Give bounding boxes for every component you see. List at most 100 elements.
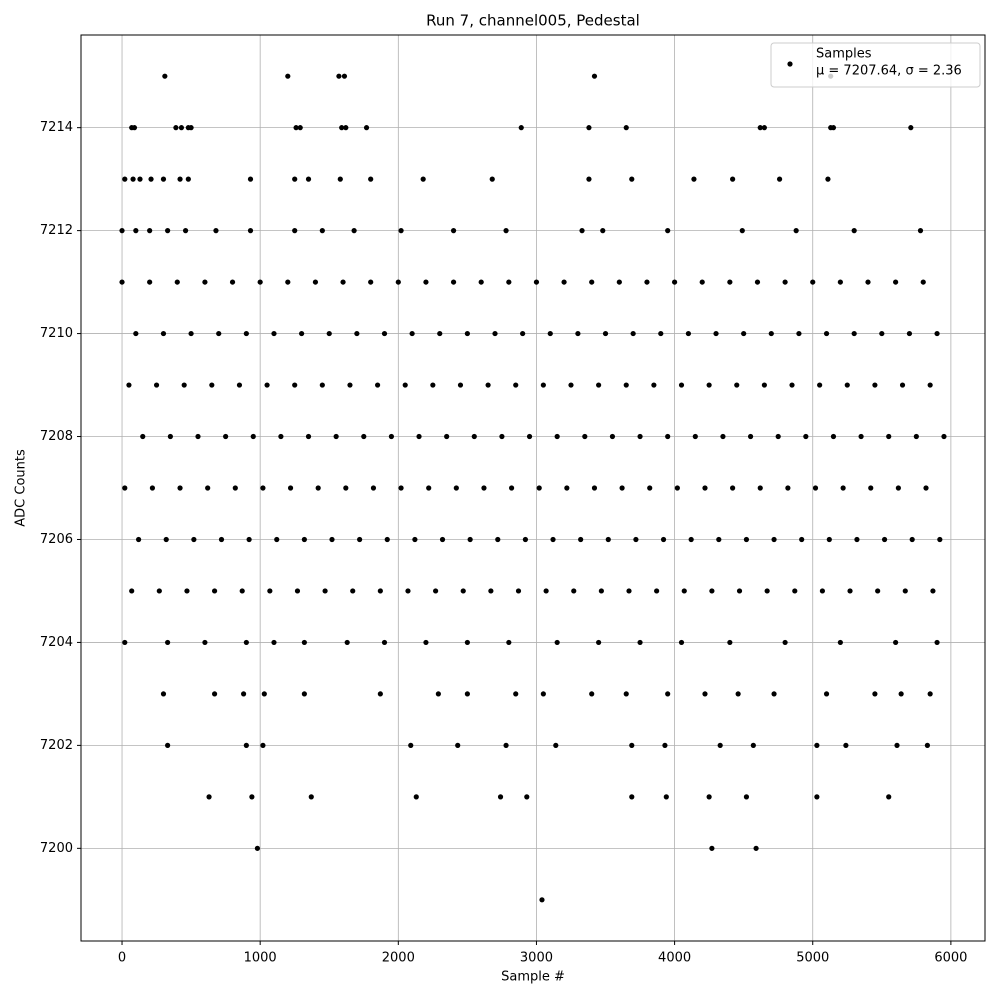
point: [188, 330, 194, 337]
point: [140, 433, 146, 440]
point: [167, 433, 173, 440]
point: [336, 73, 342, 79]
point: [826, 536, 832, 543]
point: [872, 382, 878, 388]
point: [858, 433, 864, 440]
point: [247, 176, 254, 182]
point: [301, 639, 307, 646]
point: [165, 639, 171, 646]
point: [162, 73, 168, 79]
point: [886, 433, 892, 440]
point: [267, 588, 273, 594]
point: [218, 536, 225, 543]
point: [685, 330, 692, 337]
point: [757, 125, 763, 131]
point: [178, 125, 185, 131]
point: [344, 639, 350, 646]
point: [840, 485, 846, 491]
point: [247, 228, 254, 234]
point: [771, 691, 777, 697]
point: [209, 382, 215, 388]
point: [301, 536, 307, 543]
point: [173, 125, 179, 131]
point: [578, 536, 584, 543]
y-tick-label: 7214: [40, 120, 73, 135]
point: [423, 279, 429, 285]
point: [699, 279, 705, 285]
point: [254, 845, 261, 851]
point: [886, 794, 892, 800]
point: [819, 588, 826, 594]
point: [130, 176, 136, 182]
point: [368, 279, 374, 285]
point: [292, 382, 298, 388]
point: [792, 588, 798, 594]
point: [388, 433, 395, 440]
point: [337, 176, 343, 182]
point: [851, 330, 857, 337]
point: [743, 794, 750, 800]
point: [437, 330, 443, 337]
point: [741, 330, 747, 337]
point: [350, 588, 356, 594]
legend: Samples μ = 7207.64, σ = 2.36: [770, 42, 981, 88]
point: [761, 382, 767, 388]
point: [754, 279, 761, 285]
point: [533, 279, 540, 285]
x-tick-label: 6000: [934, 951, 967, 966]
y-tick-label: 7204: [40, 635, 73, 650]
point: [814, 794, 820, 800]
point: [285, 73, 291, 79]
point: [524, 794, 530, 800]
point: [363, 125, 370, 131]
point: [605, 536, 611, 543]
point: [671, 279, 678, 285]
point: [381, 330, 388, 337]
point: [239, 588, 245, 594]
point: [823, 330, 830, 337]
point: [720, 433, 726, 440]
point: [319, 382, 325, 388]
point: [917, 228, 924, 234]
point: [665, 433, 671, 440]
point: [727, 639, 733, 646]
legend-note: μ = 7207.64, σ = 2.36: [816, 64, 962, 79]
point: [297, 125, 303, 131]
point: [229, 279, 236, 285]
point: [662, 742, 668, 748]
point: [865, 279, 871, 285]
point: [133, 228, 139, 234]
point: [796, 330, 802, 337]
point: [174, 279, 180, 285]
point: [261, 691, 267, 697]
point: [716, 536, 722, 543]
point: [561, 279, 567, 285]
point: [246, 536, 252, 543]
point: [586, 176, 592, 182]
point: [184, 588, 190, 594]
point: [660, 536, 667, 543]
point: [444, 433, 450, 440]
point: [508, 485, 515, 491]
point: [764, 588, 770, 594]
point: [709, 588, 715, 594]
point: [485, 382, 491, 388]
point: [658, 330, 664, 337]
point: [812, 485, 819, 491]
point: [305, 433, 312, 440]
point: [503, 742, 509, 748]
point: [881, 536, 888, 543]
point: [747, 433, 754, 440]
point: [285, 279, 291, 285]
point: [223, 433, 229, 440]
point: [623, 382, 629, 388]
point: [402, 382, 408, 388]
point: [830, 433, 837, 440]
point: [872, 691, 878, 697]
point: [750, 742, 756, 748]
point: [119, 228, 125, 234]
point: [633, 536, 639, 543]
point: [771, 536, 777, 543]
point: [727, 279, 733, 285]
